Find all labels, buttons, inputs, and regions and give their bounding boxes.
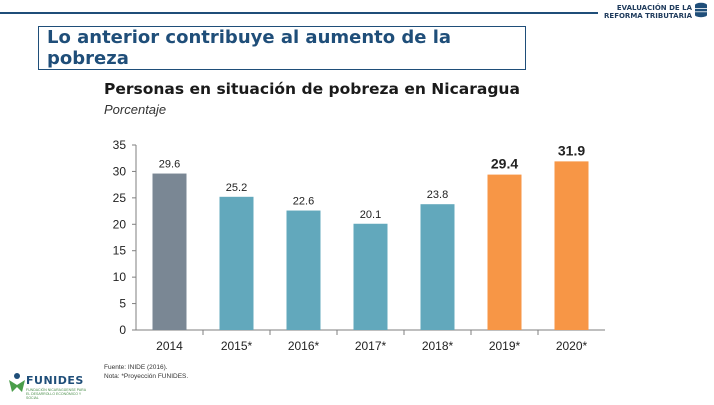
y-tick-label: 10 <box>113 270 127 284</box>
x-tick-label: 2015* <box>221 339 253 353</box>
bar-chart: 0 5 10 15 20 25 30 35 29.6 2014 25.2 2015* 22.6 2016*… <box>113 138 605 353</box>
y-tick-label: 30 <box>113 164 127 178</box>
y-tick-label: 5 <box>119 297 126 311</box>
x-tick-label: 2019* <box>489 339 521 353</box>
headline: Lo anterior contribuye al aumento de la … <box>47 27 452 69</box>
projection-note: Nota: *Proyección FUNIDES. <box>104 373 189 380</box>
bar <box>286 210 321 330</box>
bar <box>152 173 187 330</box>
x-tick-label: 2018* <box>422 339 454 353</box>
data-label: 31.9 <box>558 142 585 158</box>
brand-line-2: REFORMA TRIBUTARIA <box>604 12 692 20</box>
brand-mark: EVALUACIÓN DE LA REFORMA TRIBUTARIA <box>604 4 692 20</box>
x-tick-label: 2014 <box>156 339 183 353</box>
data-label: 29.4 <box>491 156 518 172</box>
data-label: 25.2 <box>226 182 247 194</box>
data-label: 20.1 <box>360 209 381 221</box>
x-tick-label: 2017* <box>355 339 387 353</box>
y-tick-label: 25 <box>113 191 127 205</box>
brand-line-1: EVALUACIÓN DE LA <box>616 4 692 12</box>
chart-title: Personas en situación de pobreza en Nica… <box>104 80 520 98</box>
data-label: 22.6 <box>293 196 314 208</box>
header-rule <box>0 12 598 14</box>
bar <box>353 223 388 330</box>
funides-logo-icon <box>9 373 25 392</box>
chart-notes: Fuente: INIDE (2016). Nota: *Proyección … <box>104 363 188 381</box>
logo-tagline: FUNDACIÓN NICARAGÜENSE PARA EL DESARROLL… <box>26 388 86 400</box>
x-tick-label: 2020* <box>556 339 588 353</box>
x-tick-label: 2016* <box>288 339 320 353</box>
logo-name: FUNIDES <box>26 374 84 387</box>
data-label: 29.6 <box>159 159 180 171</box>
source-note: Fuente: INIDE (2016). <box>104 364 168 371</box>
bar <box>554 161 589 330</box>
data-label: 23.8 <box>427 189 448 201</box>
headline-box: Lo anterior contribuye al aumento de la … <box>38 26 526 70</box>
bar <box>487 174 522 330</box>
y-tick-label: 35 <box>113 138 127 152</box>
y-tick-label: 0 <box>119 323 126 337</box>
chart-subtitle: Porcentaje <box>104 102 167 117</box>
coin-stack-icon <box>695 2 707 18</box>
bar <box>219 196 254 330</box>
bar <box>420 204 455 330</box>
y-tick-label: 15 <box>113 244 127 258</box>
y-tick-label: 20 <box>113 217 127 231</box>
